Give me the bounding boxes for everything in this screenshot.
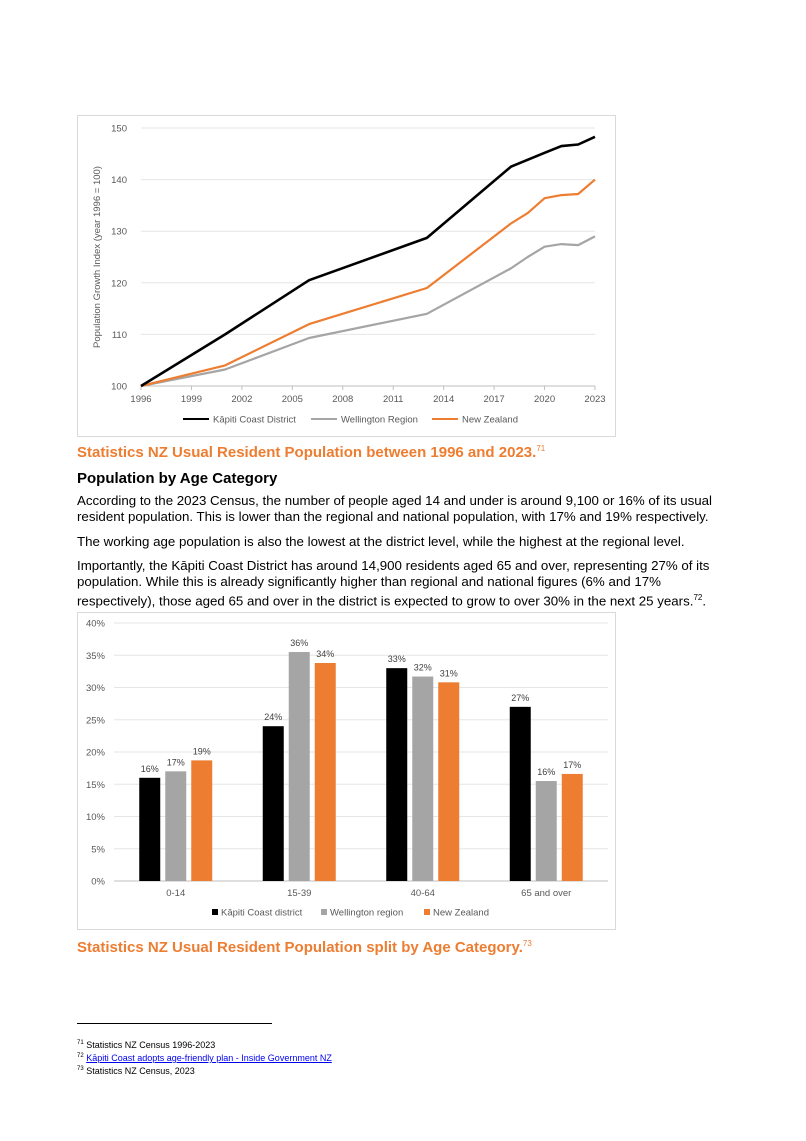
y-tick-label: 150 <box>111 124 127 135</box>
line-chart-svg: 100 110 120 130 140 150 1996 1999 2002 2005 2008 20… <box>92 124 606 426</box>
bar-wellington <box>412 676 434 881</box>
data-label: 19% <box>193 746 211 756</box>
x-tick-label: 2008 <box>332 394 353 405</box>
data-label: 16% <box>537 767 555 777</box>
category-label: 40-64 <box>411 888 435 899</box>
section-heading: Population by Age Category <box>77 470 278 487</box>
data-label: 17% <box>563 760 581 770</box>
data-label: 27% <box>511 693 529 703</box>
bar-new-zealand <box>561 773 583 881</box>
y-tick-label: 10% <box>86 812 106 823</box>
data-label: 16% <box>141 764 159 774</box>
legend-label: Kāpiti Coast District <box>213 415 296 426</box>
footnote-separator <box>77 1023 272 1024</box>
bar-new-zealand <box>314 662 336 881</box>
footnote-text: Statistics NZ Census 1996-2023 <box>86 1040 216 1050</box>
age-category-bar-chart: 0% 5% 10% 15% 20% 25% 30% 35% 40% 16% 17% 19% 0-14 24… <box>77 612 616 930</box>
y-tick-label: 30% <box>86 683 106 694</box>
y-tick-label: 5% <box>91 844 105 855</box>
footnote-text: Statistics NZ Census, 2023 <box>86 1066 195 1076</box>
bar-kapiti <box>262 726 284 881</box>
y-tick-label: 25% <box>86 715 106 726</box>
bar-chart-svg: 0% 5% 10% 15% 20% 25% 30% 35% 40% 16% 17% 19% 0-14 24… <box>86 619 608 919</box>
caption-2-ref[interactable]: 73 <box>522 939 532 948</box>
y-tick-label: 110 <box>112 330 127 341</box>
caption-2-text: Statistics NZ Usual Resident Population … <box>77 939 523 956</box>
y-tick-label: 35% <box>86 651 106 662</box>
legend-label: New Zealand <box>433 908 489 919</box>
population-growth-line-chart: 100 110 120 130 140 150 1996 1999 2002 2005 2008 20… <box>77 115 616 437</box>
bar-kapiti <box>139 777 161 881</box>
data-label: 33% <box>388 654 406 664</box>
y-tick-label: 120 <box>111 278 127 289</box>
legend-swatch <box>321 909 327 915</box>
footnote-number: 72 <box>77 1053 84 1059</box>
footnote-number: 73 <box>77 1066 84 1072</box>
legend-label: Wellington Region <box>341 415 418 426</box>
data-label: 31% <box>440 668 458 678</box>
x-tick-label: 2005 <box>282 394 303 405</box>
x-tick-label: 2014 <box>433 394 454 405</box>
x-tick-label: 2011 <box>383 394 403 405</box>
y-tick-label: 140 <box>111 175 127 186</box>
footnote-link[interactable]: Kāpiti Coast adopts age-friendly plan - … <box>86 1053 332 1063</box>
data-label: 36% <box>290 638 308 648</box>
y-tick-label: 15% <box>86 780 106 791</box>
bar-new-zealand <box>191 760 213 881</box>
legend-label: Wellington region <box>330 908 403 919</box>
data-label: 34% <box>316 649 334 659</box>
legend-swatch <box>424 909 430 915</box>
caption-1-ref[interactable]: 71 <box>536 444 546 453</box>
paragraph-3: Importantly, the Kāpiti Coast District h… <box>77 558 727 609</box>
bar-wellington <box>535 781 557 881</box>
y-tick-label: 20% <box>86 748 106 759</box>
paragraph-2: The working age population is also the l… <box>77 534 685 549</box>
y-tick-label: 0% <box>91 877 105 888</box>
caption-1-text: Statistics NZ Usual Resident Population … <box>77 444 537 461</box>
figure-caption-2: Statistics NZ Usual Resident Population … <box>77 939 532 956</box>
series-line-kapiti <box>140 135 596 388</box>
footnote-number: 71 <box>77 1040 84 1046</box>
data-label: 32% <box>414 663 432 673</box>
y-axis-title: Population Growth Index (year 1996 = 100… <box>92 166 103 348</box>
x-tick-label: 1996 <box>130 394 151 405</box>
y-tick-label: 130 <box>111 227 127 238</box>
category-label: 15-39 <box>287 888 311 899</box>
legend-label: New Zealand <box>462 415 518 426</box>
footnote-72: 72 Kāpiti Coast adopts age-friendly plan… <box>77 1053 332 1063</box>
footnote-73: 73 Statistics NZ Census, 2023 <box>77 1066 195 1076</box>
data-label: 24% <box>264 712 282 722</box>
series-line-new-zealand <box>140 178 596 388</box>
paragraph-3-end: . <box>702 593 707 609</box>
legend-swatch <box>212 909 218 915</box>
paragraph-1: According to the 2023 Census, the number… <box>77 493 712 524</box>
x-tick-label: 2002 <box>231 394 252 405</box>
figure-caption-1: Statistics NZ Usual Resident Population … <box>77 444 545 461</box>
paragraph-3-ref[interactable]: 72 <box>693 593 703 602</box>
bar-kapiti <box>509 706 531 881</box>
bar-kapiti <box>386 668 408 881</box>
bar-new-zealand <box>438 682 460 881</box>
series-line-wellington <box>140 235 596 388</box>
bar-wellington <box>288 652 310 881</box>
data-label: 17% <box>167 757 185 767</box>
footnote-71: 71 Statistics NZ Census 1996-2023 <box>77 1040 215 1050</box>
category-label: 65 and over <box>521 888 571 899</box>
legend-label: Kāpiti Coast district <box>221 908 303 919</box>
x-tick-label: 2023 <box>584 394 605 405</box>
x-tick-label: 1999 <box>181 394 202 405</box>
y-tick-label: 40% <box>86 619 106 630</box>
x-tick-label: 2017 <box>484 394 505 405</box>
x-tick-label: 2020 <box>534 394 555 405</box>
bar-wellington <box>165 771 187 881</box>
paragraph-3-text: Importantly, the Kāpiti Coast District h… <box>77 558 710 609</box>
category-label: 0-14 <box>166 888 185 899</box>
y-tick-label: 100 <box>111 382 127 393</box>
